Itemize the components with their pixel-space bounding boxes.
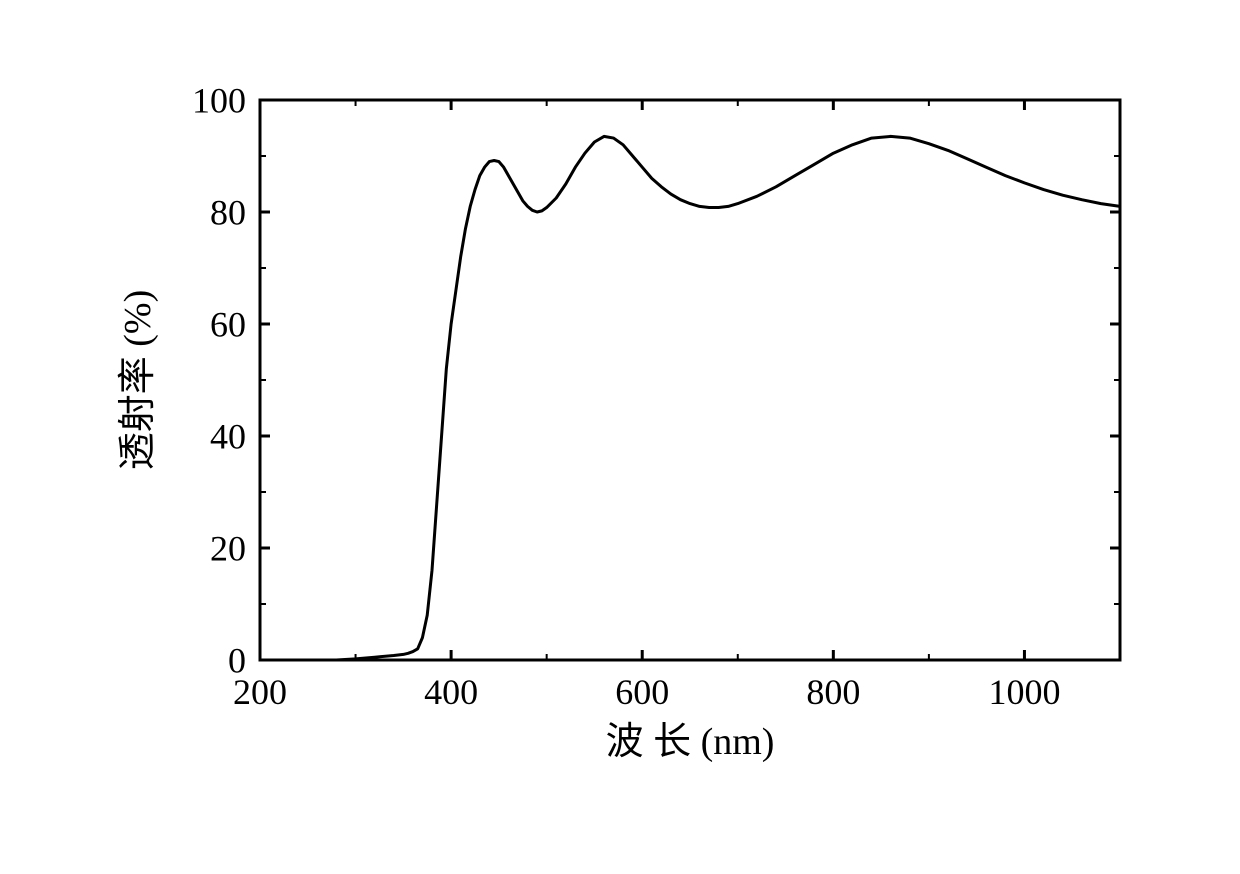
y-tick-label: 80 [210,193,246,233]
x-tick-label: 1000 [988,672,1060,712]
x-axis-label: 波 长 (nm) [606,721,775,763]
y-tick-label: 100 [192,81,246,121]
chart-svg: 2004006008001000020406080100波 长 (nm)透射率 … [60,60,1180,814]
y-axis-label: 透射率 (%) [117,290,159,470]
y-tick-label: 40 [210,417,246,457]
y-tick-label: 20 [210,529,246,569]
page: 2004006008001000020406080100波 长 (nm)透射率 … [0,0,1240,874]
data-line [260,136,1120,660]
y-tick-label: 0 [228,641,246,681]
x-tick-label: 400 [424,672,478,712]
plot-border [260,100,1120,660]
y-tick-label: 60 [210,305,246,345]
x-tick-label: 600 [615,672,669,712]
x-tick-label: 800 [806,672,860,712]
transmittance-chart: 2004006008001000020406080100波 长 (nm)透射率 … [60,60,1180,814]
